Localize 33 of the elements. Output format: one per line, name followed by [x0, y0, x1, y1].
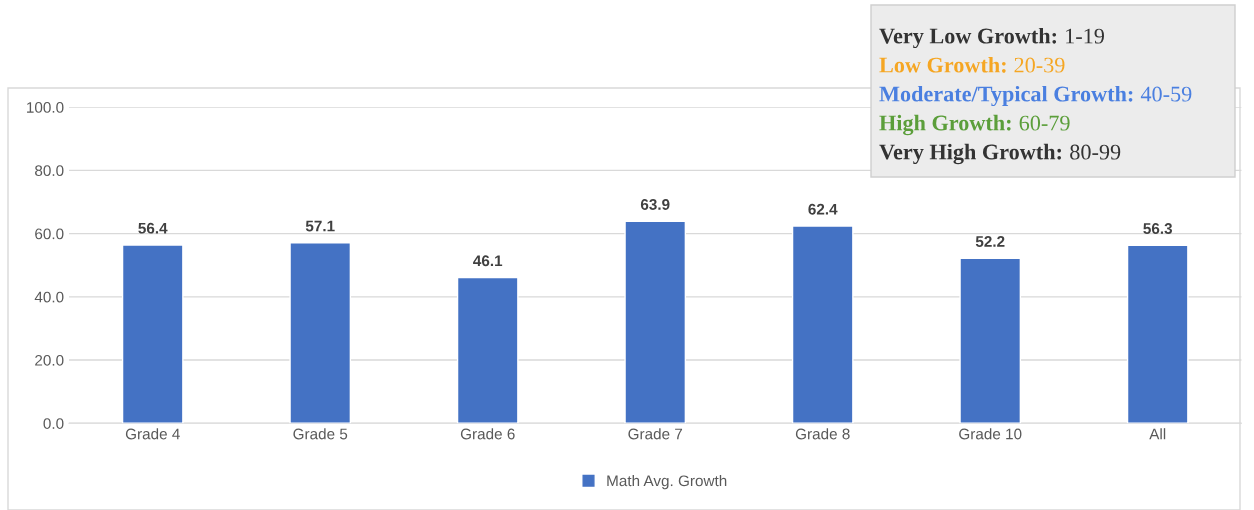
- bar: [121, 244, 184, 424]
- y-tick-label: 40.0: [34, 291, 64, 303]
- bar: [624, 220, 687, 424]
- data-label: 57.1: [305, 220, 335, 232]
- x-tick-label: All: [1149, 428, 1166, 440]
- annotation: High Growth: 60-79: [879, 114, 1070, 136]
- y-tick-label: 0.0: [43, 418, 64, 429]
- data-label: 63.9: [640, 199, 670, 210]
- x-tick-label: Grade 8: [795, 428, 850, 440]
- x-tick-label: Grade 7: [628, 428, 683, 440]
- data-label: 62.4: [808, 203, 838, 215]
- bar: [791, 225, 854, 424]
- x-tick-label: Grade 4: [125, 428, 180, 440]
- annotation: Very High Growth: 80-99: [879, 143, 1121, 165]
- y-tick-label: 100.0: [27, 101, 64, 113]
- y-tick-label: 20.0: [35, 354, 64, 366]
- legend-label: Math Avg. Growth: [607, 474, 727, 490]
- x-tick-label: Grade 10: [959, 428, 1022, 440]
- data-label: 56.3: [1143, 223, 1173, 234]
- text: Very Low Growth: 1-19: [879, 27, 1104, 49]
- bar: [456, 276, 519, 424]
- text: Moderate/Typical Growth: 40-59: [879, 85, 1192, 107]
- y-tick-label: 60.0: [35, 228, 64, 240]
- data-label: 46.1: [473, 255, 503, 267]
- x-tick-label: Grade 6: [460, 428, 515, 440]
- bar: [1126, 244, 1189, 424]
- x-tick-label: Grade 5: [293, 428, 348, 440]
- bar: [289, 242, 352, 424]
- y-tick-label: 80.0: [35, 165, 64, 177]
- data-label: 56.4: [138, 222, 168, 234]
- data-label: 52.2: [975, 236, 1005, 247]
- bar: [959, 257, 1022, 424]
- text: Low Growth: 20-39: [879, 56, 1065, 73]
